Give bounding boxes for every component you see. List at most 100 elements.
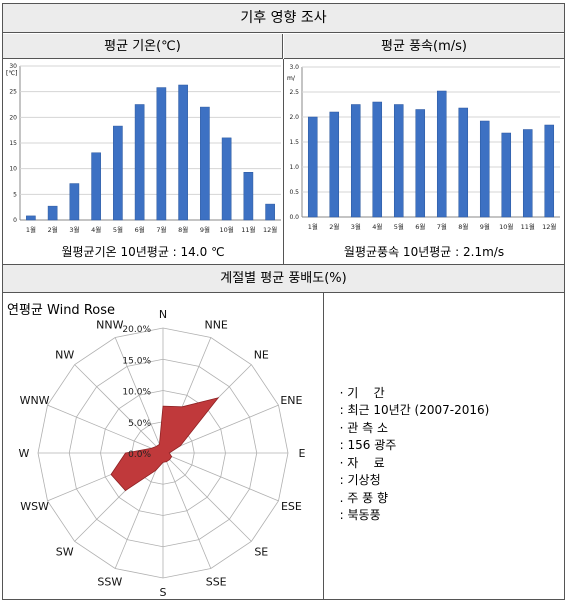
rose-spoke [114,452,164,569]
direction-label: SE [254,545,268,558]
y-tick-label: 2.5 [289,89,299,96]
direction-label: N [159,308,167,321]
x-tick-label: 4월 [372,222,382,231]
direction-label: W [19,447,30,460]
x-tick-label: 3월 [69,225,79,234]
y-tick-label: 2.0 [289,114,299,121]
temperature-caption: 월평균기온 10년평균 : 14.0 ℃ [3,241,283,263]
x-tick-label: 7월 [437,222,447,231]
x-tick-label: 3월 [351,222,361,231]
rose-tick-label: 0.0% [128,450,151,460]
x-tick-label: 2월 [48,225,58,234]
bar [91,152,101,221]
wind-speed-caption-text: 월평균풍속 10년평균 : 2.1m/s [343,245,505,259]
rose-tick-label: 5.0% [128,419,151,429]
x-tick-label: 11월 [521,222,535,231]
bar [113,125,123,221]
bar [458,107,469,218]
y-tick-label: 3.0 [289,64,299,71]
wind-rose-divider [323,293,324,599]
y-tick-label: 15 [9,140,17,147]
page-title: 기후 영향 조사 [240,10,327,26]
rose-tick-label: 10.0% [122,388,151,398]
x-tick-label: 10월 [499,222,513,231]
wind-rose-section-header: 계절별 평균 풍배도(%) [3,264,564,293]
wind-rose-chart: 0.0%5.0%10.0%15.0%20.0%NNNENEENEEESESESS… [19,308,306,599]
direction-label: NE [254,349,269,362]
x-tick-label: 8월 [178,225,188,234]
y-tick-label: 30 [9,63,17,70]
rose-tick-label: 15.0% [122,356,151,366]
y-tick-label: 1.5 [289,139,299,146]
x-tick-label: 1월 [308,222,318,231]
wind-speed-caption: 월평균풍속 10년평균 : 2.1m/s [284,241,564,263]
rose-spoke [47,404,164,454]
direction-label: NNE [204,319,227,332]
bar [522,129,533,218]
direction-label: ESE [281,500,302,513]
temperature-chart-title: 평균 기온(℃) [104,39,181,54]
x-tick-label: 5월 [394,222,404,231]
rose-spoke [162,452,252,542]
wind-speed-chart-title: 평균 풍속(m/s) [381,39,467,54]
direction-label: WNW [20,394,50,407]
rose-polygon [110,397,220,492]
bar [350,104,361,218]
x-tick-label: 12월 [542,222,556,231]
x-tick-label: 6월 [415,222,425,231]
direction-label: ENE [280,394,302,407]
y-tick-label: 1.0 [289,164,299,171]
temperature-chart: [℃] 0 5 10 15 20 25 30 1월 2월 3월 4월 5월 6월 7월 8월 9월 10월 11월… [6,63,281,234]
rose-spoke [162,452,279,502]
bar [307,116,318,218]
direction-label: E [299,447,306,460]
x-tick-label: 10월 [219,225,233,234]
temperature-chart-header: 평균 기온(℃) [3,34,283,59]
y-tick-label: 10 [9,166,17,173]
bar [329,111,340,218]
y-tick-label: 0.0 [289,214,299,221]
bar [221,137,232,221]
bar [47,205,58,221]
bar [372,101,383,218]
temperature-unit-label: [℃] [6,70,17,77]
x-tick-label: 2월 [329,222,339,231]
y-tick-label: 5 [13,191,17,198]
wind-speed-chart: m/ 0.0 0.5 1.0 1.5 2.0 2.5 3.0 1월 2월 3월 4월 5월 6월 7월 8월… [287,64,560,231]
y-tick-label: 0 [13,217,17,224]
bar [156,87,167,221]
wind-rose-title: 연평균 Wind Rose [7,303,115,318]
x-tick-label: 1월 [26,225,36,234]
main-header: 기후 영향 조사 [3,4,564,33]
bar [265,203,275,221]
info-period: · 기 간 : 최근 10년간 (2007-2016) [339,386,490,417]
direction-label: S [160,586,167,599]
bar [436,90,447,218]
x-tick-label: 7월 [156,225,166,234]
bar [26,215,36,221]
y-tick-label: 25 [9,89,17,96]
bar [415,109,426,218]
bar [243,172,254,221]
x-tick-label: 6월 [135,225,145,234]
rose-spoke [162,404,279,454]
direction-label: SSE [206,575,227,588]
y-tick-label: 0.5 [289,189,299,196]
direction-label: SSW [97,575,122,588]
bar [544,124,555,218]
wind-rose-section-title: 계절별 평균 풍배도(%) [220,271,347,286]
bar [479,120,490,218]
direction-label: NW [55,349,74,362]
direction-label: WSW [20,500,49,513]
bar [393,104,404,218]
x-tick-label: 12월 [263,225,277,234]
direction-label: NNW [96,319,123,332]
bar [134,104,145,221]
x-tick-label: 9월 [480,222,490,231]
x-tick-label: 4월 [91,225,101,234]
wind-speed-chart-header: 평균 풍속(m/s) [284,34,564,59]
temperature-caption-text: 월평균기온 10년평균 : 14.0 ℃ [61,245,225,259]
rose-spoke [74,364,164,454]
info-source: · 자 료 : 기상청 [339,456,385,487]
info-station: · 관 측 소 : 156 광주 [339,421,397,452]
